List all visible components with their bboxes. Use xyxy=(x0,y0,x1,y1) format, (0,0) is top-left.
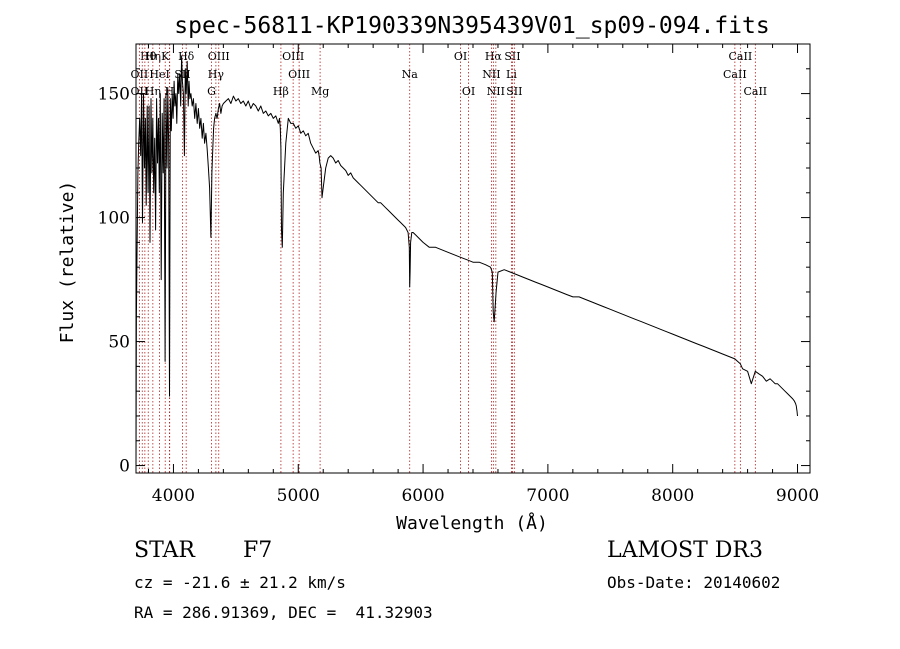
marker-label: Mg xyxy=(311,85,329,98)
marker-label: Hα xyxy=(485,50,503,63)
marker-label: CaII xyxy=(729,50,753,63)
y-axis-label: Flux (relative) xyxy=(57,181,78,344)
x-axis-label: Wavelength (Å) xyxy=(396,512,548,534)
x-tick-label: 8000 xyxy=(651,486,694,506)
marker-label: Hδ xyxy=(178,50,195,63)
marker-label: OI xyxy=(454,50,467,63)
x-tick-label: 4000 xyxy=(152,486,195,506)
x-tick-label: 7000 xyxy=(526,486,569,506)
coordinates: RA = 286.91369, DEC = 41.32903 xyxy=(134,603,433,622)
marker-label: SII xyxy=(506,85,522,98)
x-axis: 4000 5000 6000 7000 8000 9000 xyxy=(147,44,819,506)
marker-label: OIII xyxy=(282,50,304,63)
spectral-subclass: F7 xyxy=(243,538,273,563)
x-tick-label: 5000 xyxy=(277,486,320,506)
plot-frame xyxy=(135,43,811,474)
marker-label: K xyxy=(161,50,170,63)
marker-label: CaII xyxy=(723,68,747,81)
x-tick-label: 9000 xyxy=(776,486,819,506)
marker-label: NII xyxy=(487,85,505,98)
marker-label: NII xyxy=(482,68,500,81)
marker-label: Hγ xyxy=(208,68,225,81)
object-class: STAR xyxy=(134,538,195,563)
y-axis: 0 50 100 150 xyxy=(98,68,810,477)
y-tick-label: 0 xyxy=(119,457,130,477)
chart-title: spec-56811-KP190339N395439V01_sp09-094.f… xyxy=(174,13,769,39)
spectrum-chart: spec-56811-KP190339N395439V01_sp09-094.f… xyxy=(57,13,819,534)
marker-label: H xyxy=(165,85,175,98)
marker-label: Hη xyxy=(145,85,161,98)
marker-label: Li xyxy=(506,68,517,81)
marker-label: OIII xyxy=(208,50,230,63)
x-tick-label: 6000 xyxy=(401,486,444,506)
y-tick-label: 100 xyxy=(98,209,130,229)
survey-name: LAMOST DR3 xyxy=(607,538,763,563)
marker-label: OI xyxy=(462,85,475,98)
marker-label: HeI xyxy=(149,68,169,81)
marker-label: Hβ xyxy=(273,85,289,98)
marker-label: Na xyxy=(402,68,419,81)
spectrum-series xyxy=(135,55,798,466)
y-tick-label: 50 xyxy=(108,333,130,353)
y-tick-label: 150 xyxy=(98,85,130,105)
marker-label: Hη xyxy=(145,50,161,63)
marker-label: SII xyxy=(504,50,520,63)
flux-line xyxy=(135,55,798,466)
marker-label: OII xyxy=(131,68,149,81)
marker-label: Hθ xyxy=(140,50,157,63)
marker-label: OIII xyxy=(288,68,310,81)
marker-label: G xyxy=(207,85,216,98)
obs-date: Obs-Date: 20140602 xyxy=(607,573,781,592)
redshift-readout: cz = -21.6 ± 21.2 km/s xyxy=(134,573,346,592)
marker-label: CaII xyxy=(743,85,767,98)
